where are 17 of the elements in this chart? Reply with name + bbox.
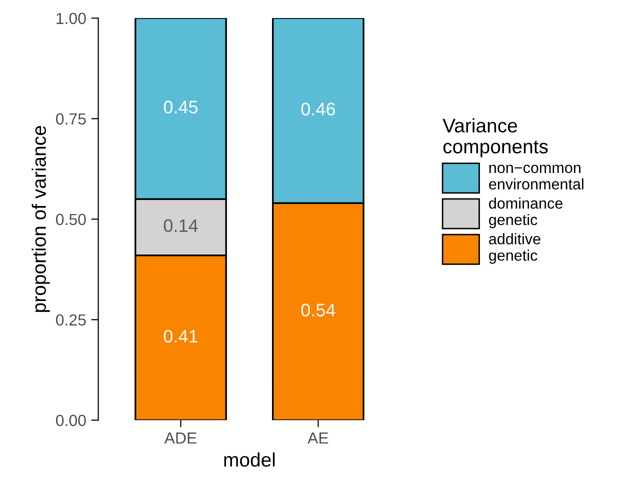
- legend-label: non−common environmental: [489, 164, 584, 190]
- y-tick-label: 0.25: [56, 314, 86, 326]
- y-tick-label: 1.00: [56, 12, 86, 24]
- data-label: 0.14: [164, 219, 198, 232]
- x-tick-label: ADE: [164, 432, 196, 444]
- data-label: 0.45: [164, 100, 198, 114]
- y-tick-label: 0.50: [56, 214, 86, 226]
- data-label: 0.46: [301, 102, 335, 116]
- y-axis-title: proportion of variance: [32, 126, 50, 312]
- legend-label: additive genetic: [489, 233, 540, 264]
- y-tick-label: 0.75: [56, 113, 86, 125]
- y-tick-label: 0.00: [56, 414, 86, 426]
- legend-title: Variance components: [442, 118, 548, 158]
- x-axis-title: model: [224, 452, 275, 467]
- data-label: 0.54: [301, 304, 336, 316]
- data-label: 0.41: [164, 330, 198, 343]
- x-tick-label: AE: [308, 432, 328, 444]
